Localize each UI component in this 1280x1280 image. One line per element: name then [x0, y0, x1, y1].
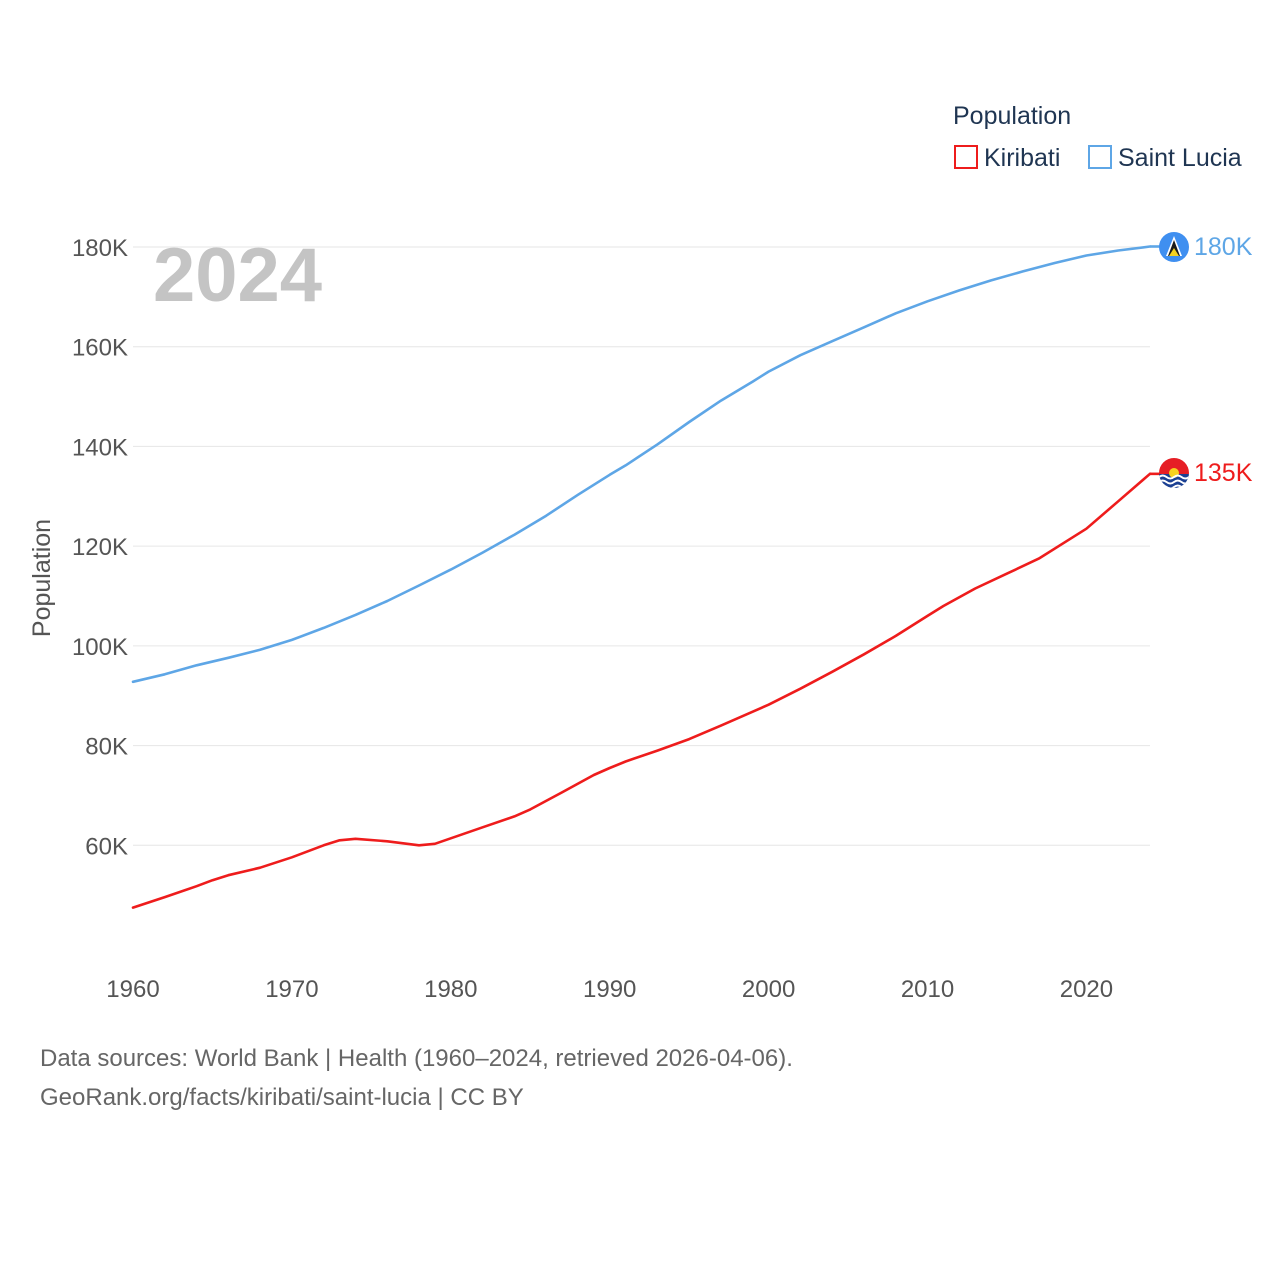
y-tick-label: 160K: [72, 335, 128, 362]
x-axis-ticks: 1960 1970 1980 1990 2000 2010 2020: [106, 976, 1113, 1003]
kiribati-end-marker: 135K: [1159, 458, 1253, 488]
saint-lucia-flag-icon: [1159, 232, 1189, 262]
year-watermark: 2024: [153, 233, 322, 318]
y-axis-title: Population: [28, 519, 56, 637]
x-tick-label: 2010: [901, 976, 954, 1003]
saint-lucia-end-marker: 180K: [1159, 232, 1253, 262]
saint-lucia-end-value: 180K: [1194, 233, 1253, 261]
y-tick-label: 60K: [85, 833, 128, 860]
data-source-note: Data sources: World Bank | Health (1960–…: [40, 1045, 793, 1072]
legend-swatch-saint-lucia: [1088, 145, 1112, 169]
legend: Population Kiribati Saint Lucia: [953, 102, 1242, 172]
y-axis-ticks: 60K 80K 100K 120K 140K 160K 180K: [72, 235, 128, 860]
x-tick-label: 1990: [583, 976, 636, 1003]
series-lines: [131, 245, 1160, 909]
y-tick-label: 180K: [72, 235, 128, 262]
kiribati-end-value: 135K: [1194, 459, 1253, 487]
attribution-link[interactable]: GeoRank.org/facts/kiribati/saint-lucia |…: [40, 1084, 524, 1111]
y-tick-label: 80K: [85, 734, 128, 761]
y-tick-label: 140K: [72, 434, 128, 461]
x-tick-label: 1960: [106, 976, 159, 1003]
x-tick-label: 2020: [1060, 976, 1113, 1003]
legend-label-kiribati: Kiribati: [984, 144, 1060, 172]
y-tick-label: 100K: [72, 634, 128, 661]
y-tick-label: 120K: [72, 534, 128, 561]
legend-swatch-kiribati: [954, 145, 978, 169]
gridlines: [133, 246, 1150, 846]
series-line-saint-lucia: [131, 245, 1152, 684]
x-tick-label: 2000: [742, 976, 795, 1003]
legend-title: Population: [953, 102, 1071, 130]
x-tick-label: 1980: [424, 976, 477, 1003]
x-tick-label: 1970: [265, 976, 318, 1003]
series-line-kiribati: [131, 472, 1152, 909]
kiribati-flag-icon: [1159, 458, 1189, 488]
legend-label-saint-lucia: Saint Lucia: [1118, 144, 1242, 172]
